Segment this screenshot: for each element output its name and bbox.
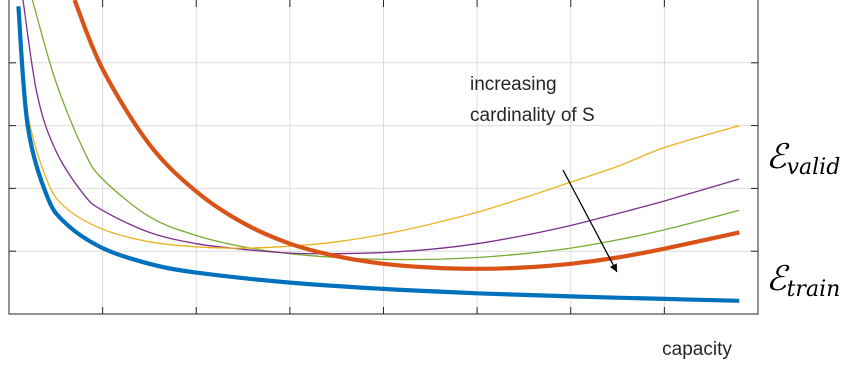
axis-frame bbox=[8, 0, 759, 315]
series-line-valid bbox=[17, 6, 740, 249]
label-train: ℰtrain bbox=[766, 259, 840, 302]
annotation-arrow bbox=[562, 169, 618, 273]
x-axis-label: capacity bbox=[662, 339, 732, 360]
series-line-valid bbox=[22, 0, 740, 255]
label-valid: ℰvalid bbox=[766, 137, 840, 180]
annotation-line: increasing bbox=[470, 74, 557, 95]
series-line-valid bbox=[72, 0, 740, 271]
label-train-sub: train bbox=[787, 277, 841, 302]
label-train-base: ℰ bbox=[766, 259, 790, 299]
annotation-text: increasing cardinality of S bbox=[470, 74, 595, 126]
annotation-line: cardinality of S bbox=[470, 105, 595, 126]
label-valid-base: ℰ bbox=[766, 137, 790, 177]
grid-lines bbox=[9, 0, 758, 314]
label-valid-sub: valid bbox=[787, 155, 841, 180]
series-line-train bbox=[16, 6, 740, 303]
series-group bbox=[16, 0, 740, 303]
